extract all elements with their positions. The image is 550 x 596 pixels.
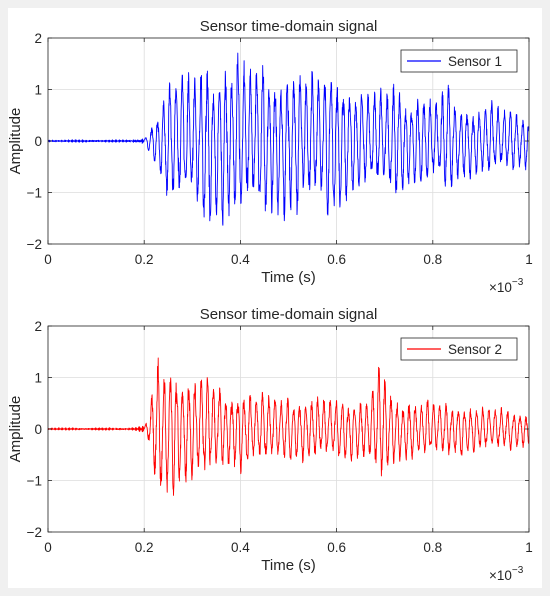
y-tick-label: 0 <box>34 422 42 437</box>
x-exponent-label: ×10−3 <box>489 565 524 583</box>
y-tick-label: 2 <box>34 31 42 46</box>
x-axis-label: Time (s) <box>261 557 315 574</box>
legend-label: Sensor 1 <box>448 54 502 69</box>
x-tick-label: 1 <box>525 252 533 267</box>
x-tick-label: 0.8 <box>423 252 442 267</box>
x-tick-label: 0 <box>44 252 52 267</box>
y-axis-label: Amplitude <box>7 108 24 175</box>
x-tick-label: 0.4 <box>231 540 250 555</box>
x-tick-label: 0.6 <box>327 252 346 267</box>
x-exponent-power: −3 <box>512 277 524 288</box>
x-tick-label: 0.2 <box>135 252 154 267</box>
y-tick-label: 1 <box>34 371 42 386</box>
plot-panel-2: 0 0.2 0.4 0.6 0.8 1 2 1 0 −1 −2 Sensor time-domain … <box>7 306 533 583</box>
y-axis-label: Amplitude <box>7 396 24 463</box>
x-tick-label: 1 <box>525 540 533 555</box>
legend: Sensor 2 <box>400 337 518 361</box>
x-exponent-label: ×10−3 <box>489 277 524 295</box>
x-tick-label: 0.8 <box>423 540 442 555</box>
x-tick-label: 0 <box>44 540 52 555</box>
x-tick-label: 0.4 <box>231 252 250 267</box>
plot-panels: 0 0.2 0.4 0.6 0.8 1 2 1 0 −1 −2 Sensor time-domain … <box>7 18 533 583</box>
chart-title: Sensor time-domain signal <box>200 306 378 323</box>
x-axis-label: Time (s) <box>261 269 315 286</box>
series-line-1 <box>47 52 530 226</box>
x-exponent-power: −3 <box>512 565 524 576</box>
x-tick-label: 0.2 <box>135 540 154 555</box>
y-tick-label: 0 <box>34 134 42 149</box>
chart-title: Sensor time-domain signal <box>200 18 378 35</box>
plot-panel-1: 0 0.2 0.4 0.6 0.8 1 2 1 0 −1 −2 Sensor time-domain … <box>7 18 533 295</box>
y-tick-label: 2 <box>34 319 42 334</box>
y-tick-label: −2 <box>27 237 42 252</box>
y-tick-label: −2 <box>27 525 42 540</box>
legend-box <box>400 337 518 361</box>
x-exponent-base: ×10 <box>489 280 512 295</box>
y-tick-label: 1 <box>34 83 42 98</box>
legend-label: Sensor 2 <box>448 342 502 357</box>
y-tick-label: −1 <box>27 186 42 201</box>
series-line-2 <box>47 357 530 496</box>
x-tick-label: 0.6 <box>327 540 346 555</box>
y-tick-label: −1 <box>27 474 42 489</box>
legend-box <box>400 49 518 73</box>
legend: Sensor 1 <box>400 49 518 73</box>
x-exponent-base: ×10 <box>489 568 512 583</box>
